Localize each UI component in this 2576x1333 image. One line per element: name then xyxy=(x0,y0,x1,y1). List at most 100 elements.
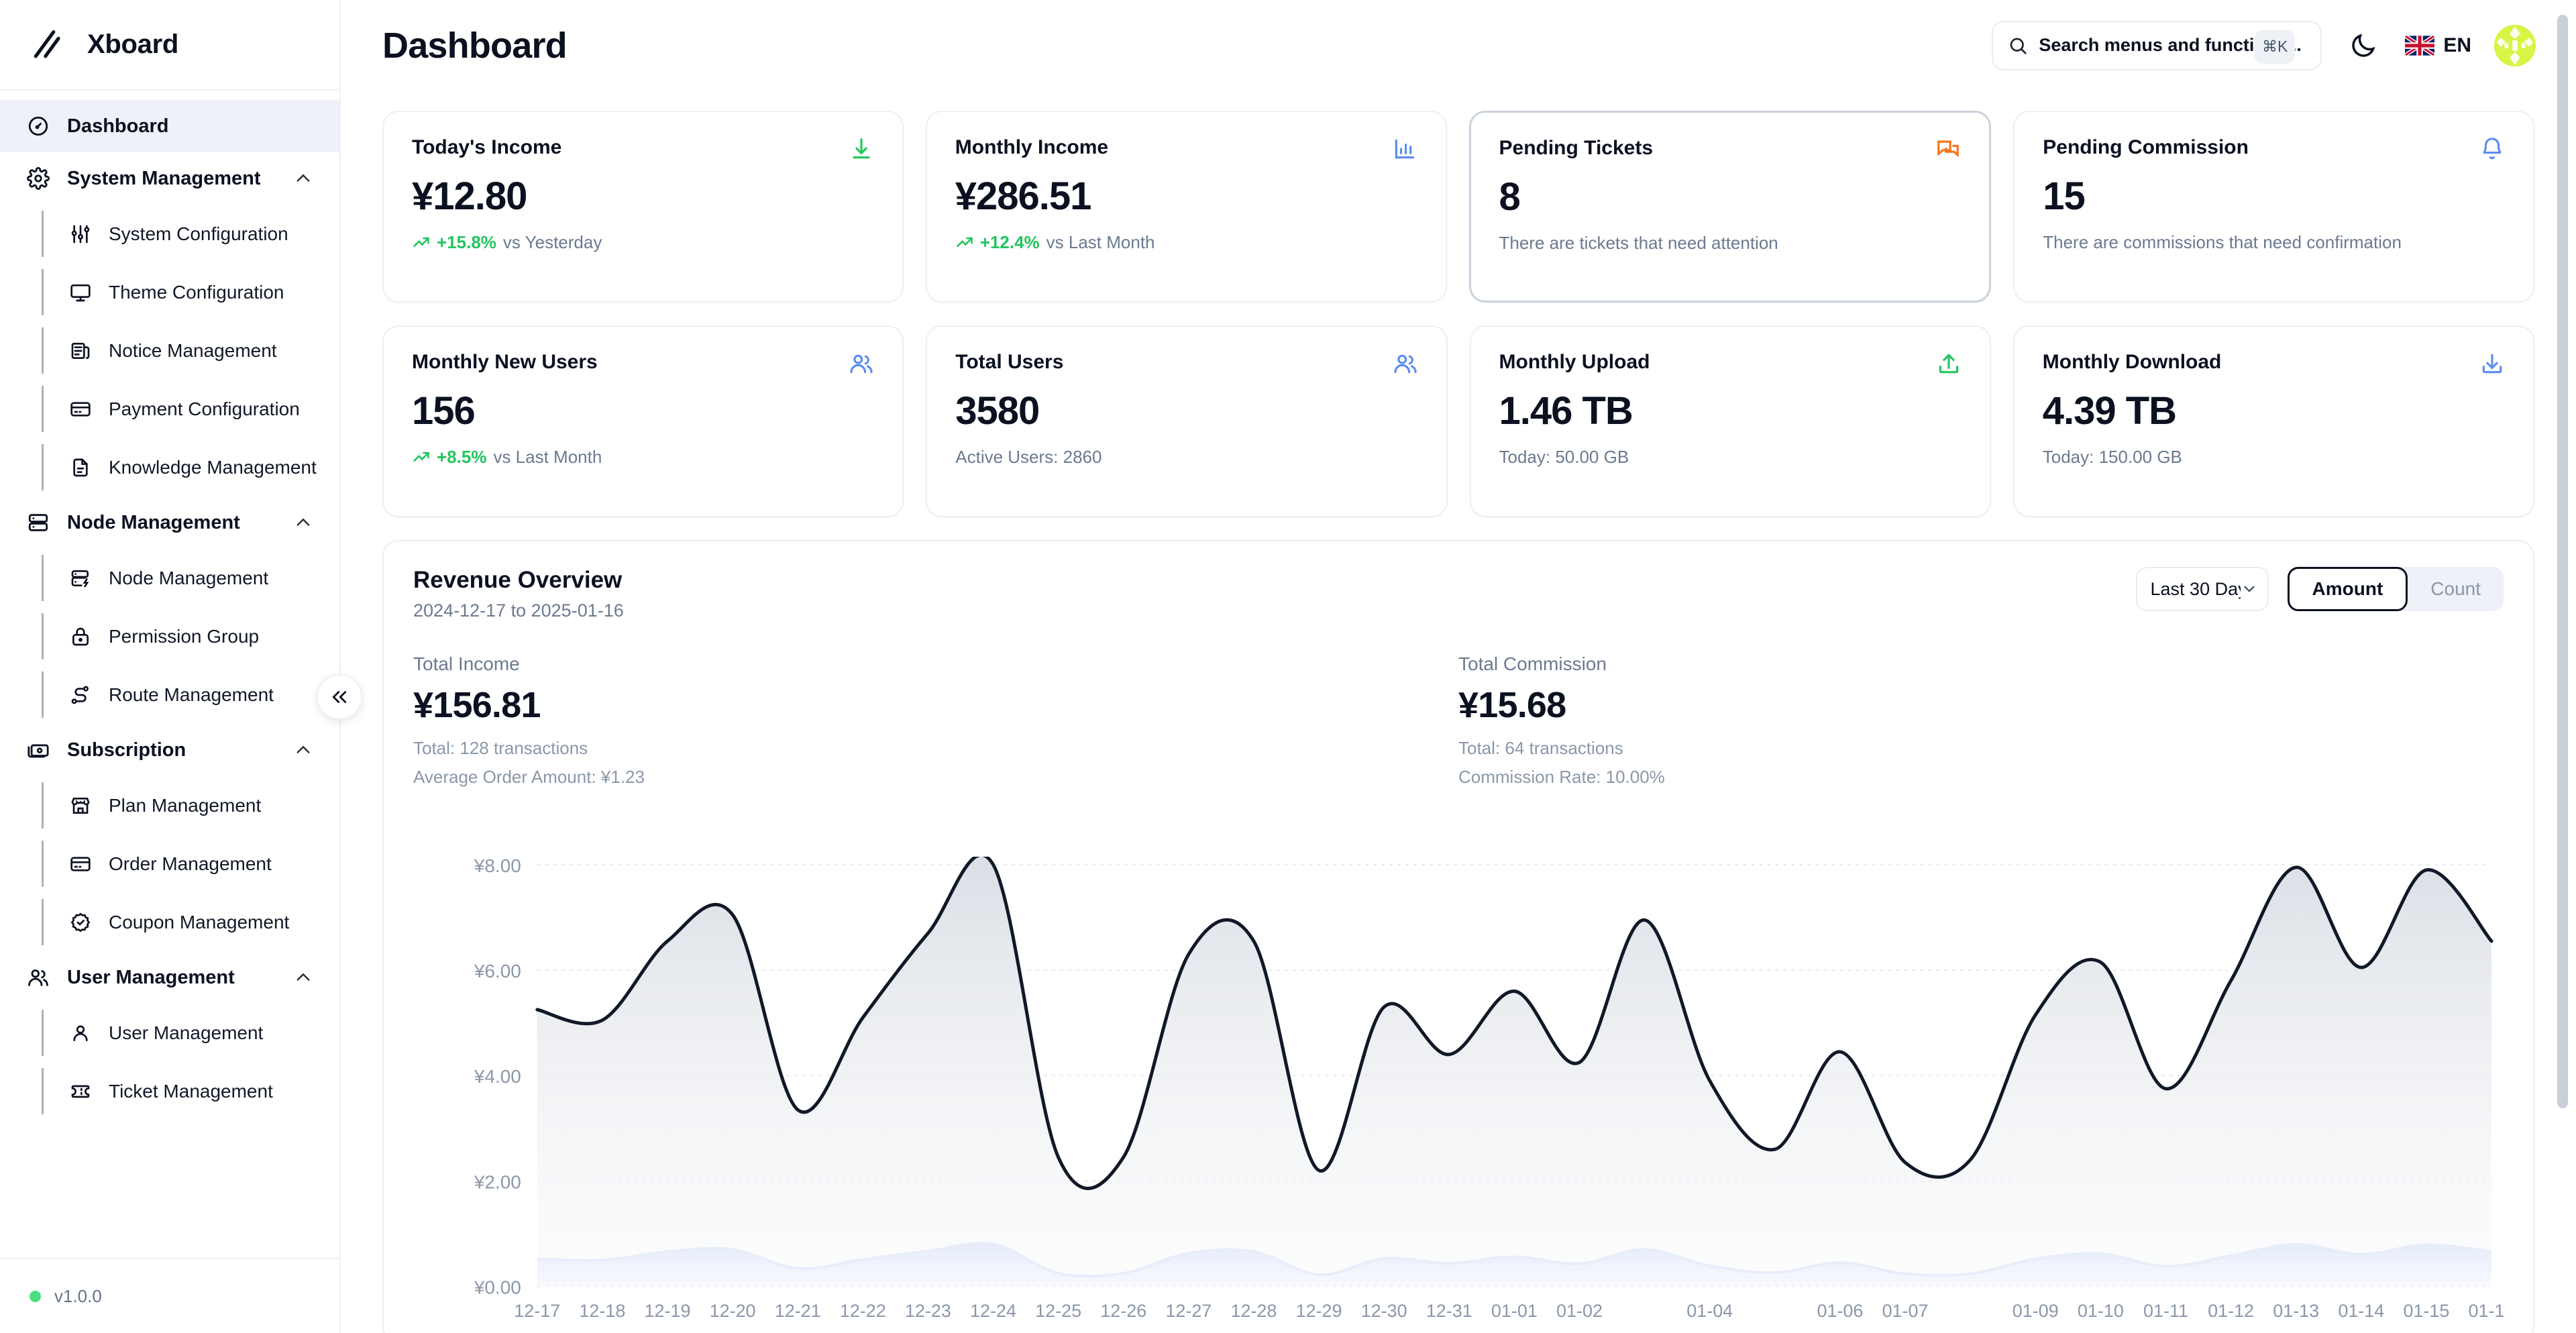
x-axis-tick-label: 01-01 xyxy=(1491,1301,1538,1321)
y-axis-tick-label: ¥0.00 xyxy=(474,1277,521,1297)
stat-card-todays-income[interactable]: Today's Income ¥12.80 +15.8% vs Yesterda… xyxy=(382,111,904,303)
stat-card-monthly-new-users[interactable]: Monthly New Users 156 +8.5% vs Last Mont… xyxy=(382,325,904,517)
sidebar-item-plan-management[interactable]: Plan Management xyxy=(42,776,339,835)
total-income-average: Average Order Amount: ¥1.23 xyxy=(413,767,645,787)
sidebar-group-system-management[interactable]: System Management xyxy=(0,152,339,205)
server-icon xyxy=(28,514,48,531)
card-value: 3580 xyxy=(955,389,1040,433)
sidebar-item-route-management[interactable]: Route Management xyxy=(42,665,339,724)
revenue-chart[interactable]: ¥0.00 ¥2.00 ¥4.00 ¥6.00 ¥8.00 12-17 12-18 12-19… xyxy=(413,857,2504,1333)
sidebar-item-theme-configuration[interactable]: Theme Configuration xyxy=(42,263,339,321)
sidebar-item-label: Plan Management xyxy=(109,794,262,816)
sidebar-subgroup-user-management: User Management Ticket Management xyxy=(42,1004,339,1120)
x-axis-tick-label: 12-24 xyxy=(970,1301,1016,1321)
sidebar-item-node-management[interactable]: Node Management xyxy=(42,549,339,607)
sidebar-group-label: User Management xyxy=(67,966,235,988)
avatar[interactable] xyxy=(2494,24,2536,66)
theme-toggle-button[interactable] xyxy=(2345,27,2382,64)
ticket-icon xyxy=(71,1085,90,1098)
messages-icon xyxy=(1937,140,1960,158)
date-range-select[interactable]: Last 30 Days xyxy=(2135,567,2269,611)
chevron-up-icon xyxy=(297,518,310,526)
gauge-icon xyxy=(28,116,48,136)
stat-card-total-users[interactable]: Total Users 3580 Active Users: 2860 xyxy=(926,325,1448,517)
commission-area xyxy=(537,1243,2492,1287)
stat-card-pending-commission[interactable]: Pending Commission 15 There are commissi… xyxy=(2013,111,2534,303)
users-icon xyxy=(28,969,48,986)
x-axis-tick-label: 01-10 xyxy=(2078,1301,2124,1321)
sidebar-item-payment-configuration[interactable]: Payment Configuration xyxy=(42,380,339,438)
chevron-up-icon xyxy=(297,973,310,981)
card-subtext: Today: 50.00 GB xyxy=(1499,446,1629,467)
page-scrollbar-track[interactable] xyxy=(2557,5,2572,1328)
sidebar-item-permission-group[interactable]: Permission Group xyxy=(42,607,339,665)
sidebar-group-user-management[interactable]: User Management xyxy=(0,951,339,1004)
stat-card-monthly-upload[interactable]: Monthly Upload 1.46 TB Today: 50.00 GB xyxy=(1469,325,1991,517)
server-bolt-icon xyxy=(71,570,89,587)
sidebar-item-label: Ticket Management xyxy=(109,1080,273,1102)
cash-icon xyxy=(28,744,49,758)
dashboard-content: Today's Income ¥12.80 +15.8% vs Yesterda… xyxy=(341,91,2576,1333)
y-axis-tick-label: ¥2.00 xyxy=(474,1171,521,1192)
credit-card-icon xyxy=(70,401,91,417)
sidebar-item-dashboard[interactable]: Dashboard xyxy=(0,100,339,152)
card-title: Pending Tickets xyxy=(1499,137,1654,159)
stat-card-monthly-income[interactable]: Monthly Income ¥286.51 +12.4% vs Last Mo… xyxy=(925,111,1447,303)
x-axis-tick-label: 01-14 xyxy=(2338,1301,2384,1321)
sidebar-item-user-management[interactable]: User Management xyxy=(42,1004,339,1062)
chevron-up-icon xyxy=(297,745,310,753)
total-income-value: ¥156.81 xyxy=(413,685,541,725)
card-delta-suffix: vs Yesterday xyxy=(502,231,602,252)
search-shortcut-badge: ⌘K xyxy=(2254,30,2296,64)
upload-icon xyxy=(1939,354,1958,374)
metric-toggle-amount[interactable]: Amount xyxy=(2287,567,2408,611)
sidebar-collapse-button[interactable] xyxy=(317,674,362,720)
x-axis-tick-label: 12-31 xyxy=(1426,1301,1472,1321)
x-axis-tick-label: 12-25 xyxy=(1035,1301,1081,1321)
total-commission-block: Total Commission ¥15.68 Total: 64 transa… xyxy=(1458,653,2504,788)
topbar: Dashboard Search menus and functions... … xyxy=(341,0,2576,91)
income-area xyxy=(537,857,2492,1287)
sidebar-item-label: Theme Configuration xyxy=(109,281,284,303)
language-code: EN xyxy=(2443,34,2471,56)
stat-card-pending-tickets[interactable]: Pending Tickets 8 There are tickets that… xyxy=(1468,111,1992,303)
x-axis-tick-label: 12-27 xyxy=(1165,1301,1212,1321)
sidebar-item-label: Route Management xyxy=(109,684,274,705)
language-switcher[interactable]: EN xyxy=(2405,34,2471,57)
total-income-label: Total Income xyxy=(413,653,520,674)
download-arrow-icon xyxy=(853,138,870,159)
sidebar-item-coupon-management[interactable]: Coupon Management xyxy=(42,893,339,951)
search-input[interactable]: Search menus and functions... ⌘K xyxy=(1992,20,2322,70)
sidebar-item-ticket-management[interactable]: Ticket Management xyxy=(42,1062,339,1120)
y-axis-tick-label: ¥8.00 xyxy=(474,857,521,876)
moon-icon xyxy=(2352,34,2375,57)
sidebar-item-system-configuration[interactable]: System Configuration xyxy=(42,205,339,263)
brand[interactable]: Xboard xyxy=(0,0,339,91)
stat-card-monthly-download[interactable]: Monthly Download 4.39 TB Today: 150.00 G… xyxy=(2012,325,2534,517)
sidebar-group-label: System Management xyxy=(67,167,261,189)
card-title: Today's Income xyxy=(412,136,562,158)
commission-line xyxy=(537,1242,2492,1278)
search-icon xyxy=(2010,38,2027,54)
card-title: Total Users xyxy=(955,351,1064,373)
page-scrollbar-thumb[interactable] xyxy=(2557,15,2568,1108)
total-commission-rate: Commission Rate: 10.00% xyxy=(1458,767,1665,787)
sidebar-item-order-management[interactable]: Order Management xyxy=(42,835,339,893)
sidebar-item-label: Node Management xyxy=(109,567,269,588)
x-axis-tick-label: 01-09 xyxy=(2012,1301,2059,1321)
download-icon xyxy=(2482,354,2502,374)
metric-toggle-count[interactable]: Count xyxy=(2430,578,2481,599)
bar-chart-icon xyxy=(1395,139,1414,159)
sidebar-group-node-management[interactable]: Node Management xyxy=(0,496,339,549)
sidebar-item-notice-management[interactable]: Notice Management xyxy=(42,321,339,380)
sidebar-item-knowledge-management[interactable]: Knowledge Management xyxy=(42,438,339,496)
sidebar-group-subscription[interactable]: Subscription xyxy=(0,724,339,776)
card-title: Monthly New Users xyxy=(412,351,598,373)
y-axis-tick-label: ¥6.00 xyxy=(474,961,521,981)
uk-flag-icon xyxy=(2405,35,2435,56)
total-commission-value: ¥15.68 xyxy=(1458,685,1566,725)
users-icon xyxy=(850,354,873,374)
x-axis-tick-label: 12-28 xyxy=(1230,1301,1277,1321)
panel-controls: Last 30 Days Amount Count xyxy=(2135,567,2504,611)
card-value: 8 xyxy=(1499,175,1521,219)
